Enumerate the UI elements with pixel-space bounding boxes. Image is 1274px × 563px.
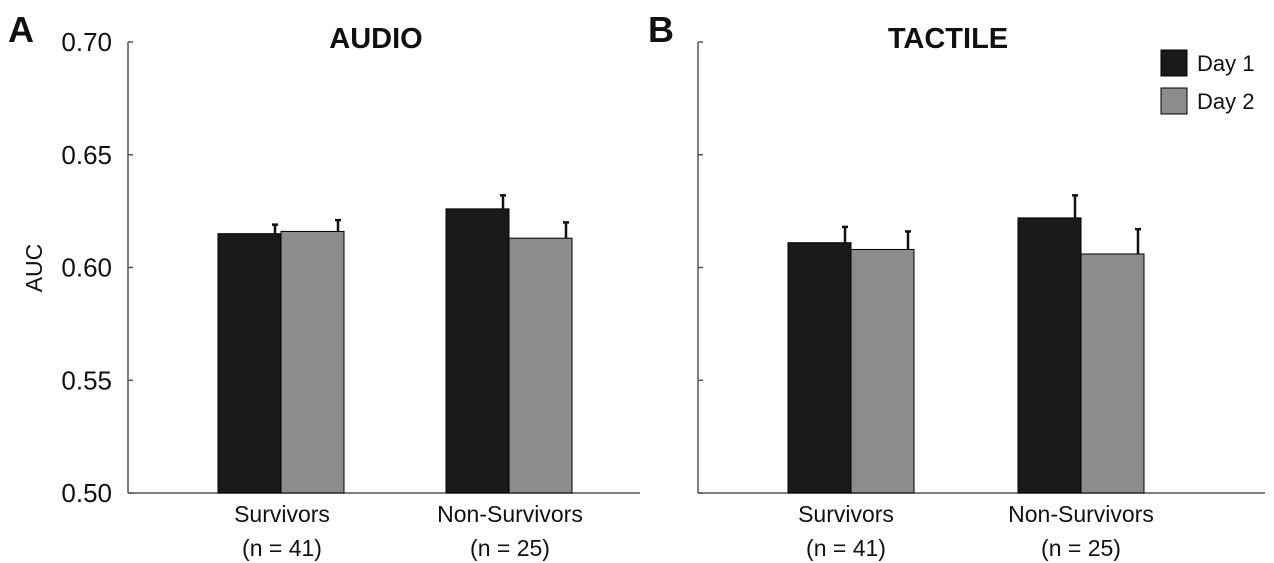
bar-day-1 <box>1017 217 1082 494</box>
panel-a: A AUDIO AUC 0.50 0.55 0.60 0.65 0.70 Survivo… <box>8 9 640 561</box>
chart-title-audio: AUDIO <box>329 23 422 55</box>
legend-label-day-1: Day 1 <box>1197 51 1254 76</box>
legend-swatch-day-1 <box>1160 49 1188 77</box>
y-tick-label: 0.50 <box>61 478 112 508</box>
category-label-non-survivors: Non-Survivors <box>437 501 583 527</box>
category-label-non-survivors-n: (n = 25) <box>470 535 550 561</box>
chart-title-tactile: TACTILE <box>888 23 1008 55</box>
y-axis-label: AUC <box>21 244 47 293</box>
bar-day-1 <box>217 233 282 494</box>
bar-day-2 <box>280 230 345 494</box>
bar-day-2 <box>850 248 915 494</box>
category-label-survivors-n: (n = 41) <box>806 535 886 561</box>
legend: Day 1 Day 2 <box>1160 49 1254 115</box>
bar-day-2 <box>508 237 573 494</box>
category-label-survivors: Survivors <box>234 501 330 527</box>
y-tick-label: 0.70 <box>61 27 112 57</box>
bar-day-1 <box>445 208 510 494</box>
panel-b: B TACTILE Survivors (n = 41) Non-Survivo… <box>648 9 1265 561</box>
y-tick-label: 0.60 <box>61 253 112 283</box>
category-label-survivors: Survivors <box>798 501 894 527</box>
y-tick-label: 0.65 <box>61 140 112 170</box>
category-label-non-survivors-n: (n = 25) <box>1041 535 1121 561</box>
category-label-non-survivors: Non-Survivors <box>1008 501 1154 527</box>
legend-swatch-day-2 <box>1160 87 1188 115</box>
bars-a <box>217 194 573 494</box>
category-label-survivors-n: (n = 41) <box>242 535 322 561</box>
bars-b <box>787 194 1145 494</box>
panel-letter-a: A <box>8 9 34 50</box>
bar-day-2 <box>1080 253 1145 494</box>
axes-a: 0.50 0.55 0.60 0.65 0.70 <box>61 27 640 508</box>
bar-day-1 <box>787 242 852 494</box>
y-tick-label: 0.55 <box>61 365 112 395</box>
legend-label-day-2: Day 2 <box>1197 89 1254 114</box>
panel-letter-b: B <box>648 9 674 50</box>
